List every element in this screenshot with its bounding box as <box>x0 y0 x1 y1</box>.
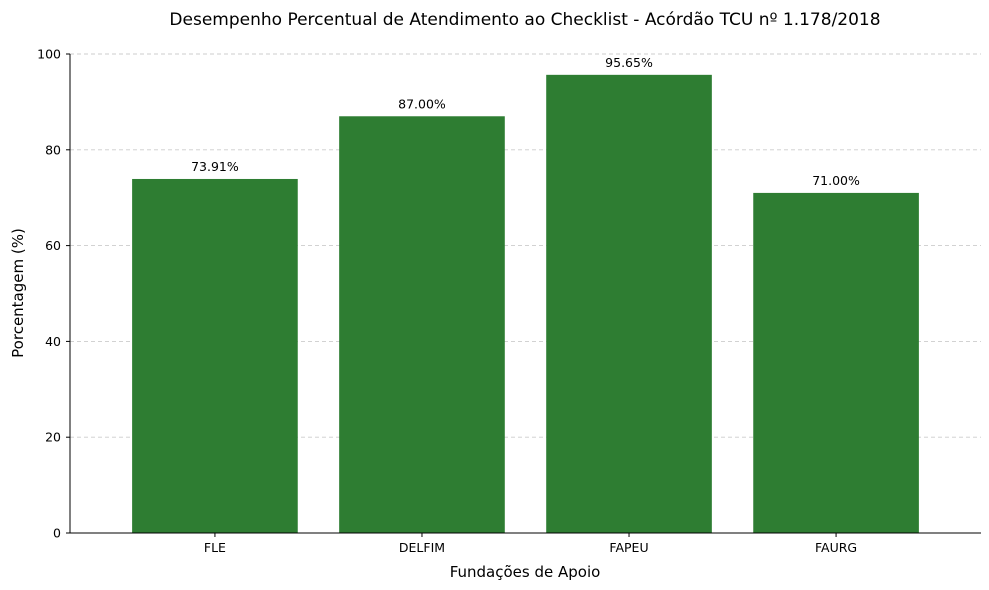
data-label-fle: 73.91% <box>191 159 239 174</box>
y-tick-label-40: 40 <box>45 334 61 349</box>
chart-title: Desempenho Percentual de Atendimento ao … <box>169 10 880 30</box>
y-tick-label-80: 80 <box>45 142 61 157</box>
x-tick-label-fapeu: FAPEU <box>609 540 648 555</box>
y-tick-label-100: 100 <box>37 47 61 62</box>
bar-delfim <box>339 116 505 534</box>
bar-fle <box>132 178 298 533</box>
data-label-delfim: 87.00% <box>398 96 446 111</box>
x-tick-label-faurg: FAURG <box>815 540 857 555</box>
x-tick-label-fle: FLE <box>204 540 226 555</box>
x-tick-label-delfim: DELFIM <box>399 540 445 555</box>
y-tick-label-20: 20 <box>45 430 61 445</box>
y-axis-label: Porcentagem (%) <box>9 228 27 358</box>
y-tick-label-0: 0 <box>53 526 61 541</box>
bar-fapeu <box>546 74 712 534</box>
data-label-fapeu: 95.65% <box>605 55 653 70</box>
bar-faurg <box>753 192 919 533</box>
data-label-faurg: 71.00% <box>812 173 860 188</box>
y-tick-label-60: 60 <box>45 238 61 253</box>
x-axis: FLE DELFIM FAPEU FAURG <box>70 532 981 555</box>
bars-group: 73.91% 87.00% 95.65% 71.00% <box>132 55 919 534</box>
x-axis-label: Fundações de Apoio <box>450 563 601 581</box>
y-axis: 0 20 40 60 80 100 <box>37 47 71 541</box>
